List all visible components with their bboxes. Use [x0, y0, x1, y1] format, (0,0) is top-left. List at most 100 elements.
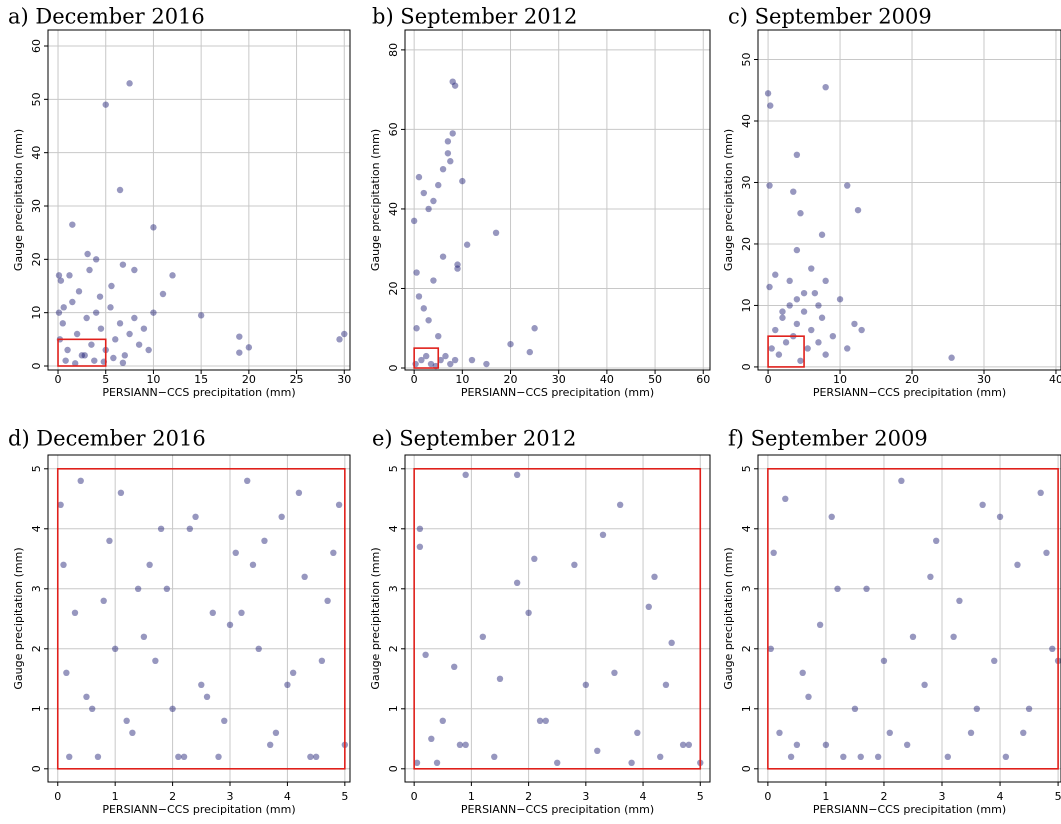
- plot-area: [410, 78, 538, 370]
- x-tick-label: 40: [600, 373, 614, 386]
- panel-title: e) September 2012: [372, 427, 576, 451]
- y-tick-label: 50: [740, 53, 753, 67]
- point: [335, 501, 343, 508]
- point: [463, 241, 471, 248]
- point: [140, 325, 148, 332]
- highlight-box: [57, 338, 107, 367]
- x-tick-label: 30: [977, 373, 991, 386]
- point: [468, 356, 476, 364]
- point: [159, 290, 167, 298]
- point: [822, 83, 829, 91]
- y-tick-label: 3: [387, 585, 400, 592]
- point: [449, 78, 456, 85]
- panel-title: d) December 2016: [8, 427, 206, 451]
- point: [59, 320, 66, 327]
- point: [863, 585, 870, 592]
- point: [1014, 561, 1021, 568]
- point: [799, 669, 806, 676]
- point: [97, 325, 105, 332]
- point: [786, 302, 793, 309]
- point: [874, 753, 882, 760]
- x-tick-label: 5: [1055, 790, 1061, 803]
- point: [903, 741, 911, 748]
- point: [420, 189, 427, 197]
- point: [531, 325, 538, 332]
- x-tick-label: 2: [525, 790, 532, 803]
- y-tick-label: 1: [30, 705, 43, 712]
- point: [668, 639, 675, 646]
- point: [991, 657, 998, 664]
- point: [797, 357, 804, 364]
- point: [244, 477, 251, 484]
- point: [611, 669, 618, 676]
- point: [66, 753, 73, 760]
- y-tick-label: 1: [740, 705, 753, 712]
- x-tick-label: 30: [337, 373, 351, 386]
- point: [662, 681, 670, 688]
- point: [950, 633, 957, 640]
- point: [459, 177, 466, 185]
- point: [94, 753, 102, 760]
- point: [88, 341, 95, 348]
- point: [119, 261, 127, 268]
- point: [416, 543, 424, 550]
- x-axis-label: PERSIANN−CCS precipitation (mm): [102, 386, 295, 399]
- point: [479, 633, 487, 640]
- point: [996, 513, 1004, 520]
- point: [536, 717, 544, 724]
- point: [454, 261, 461, 268]
- point: [107, 304, 114, 311]
- x-tick-label: 5: [697, 790, 704, 803]
- y-tick-label: 0: [30, 363, 43, 370]
- point: [435, 332, 442, 340]
- point: [844, 182, 851, 189]
- point: [451, 82, 459, 89]
- point: [60, 561, 67, 568]
- point: [616, 501, 624, 508]
- point: [96, 293, 104, 300]
- x-tick-label: 60: [696, 373, 710, 386]
- point: [330, 549, 337, 556]
- y-tick-label: 40: [740, 114, 753, 128]
- point: [1043, 549, 1050, 556]
- point: [71, 360, 79, 367]
- point: [782, 339, 790, 346]
- point: [442, 352, 449, 360]
- point: [63, 669, 70, 676]
- plot-area: [767, 467, 1061, 770]
- point: [594, 747, 601, 754]
- point: [816, 621, 824, 628]
- y-tick-label: 0: [740, 765, 753, 772]
- y-axis-label: Gauge precipitation (mm): [369, 129, 382, 271]
- point: [1025, 705, 1033, 712]
- point: [898, 477, 905, 484]
- point: [428, 735, 435, 742]
- y-axis-label: Gauge precipitation (mm): [12, 547, 25, 689]
- point: [336, 336, 343, 343]
- point: [851, 320, 858, 328]
- plot-area: [56, 467, 349, 770]
- y-tick-label: 40: [30, 146, 43, 160]
- plot-frame: [404, 29, 711, 371]
- y-tick-label: 0: [30, 765, 43, 772]
- y-tick-label: 1: [387, 705, 400, 712]
- point: [111, 645, 119, 652]
- plot-frame: [757, 454, 1061, 783]
- point: [818, 231, 826, 238]
- point: [425, 205, 432, 213]
- point: [318, 657, 326, 664]
- point: [451, 356, 459, 364]
- point: [60, 304, 67, 311]
- point: [921, 681, 928, 688]
- point: [507, 340, 514, 348]
- point: [768, 345, 775, 352]
- point: [57, 501, 64, 508]
- x-tick-label: 10: [146, 373, 160, 386]
- x-axis-label: PERSIANN−CCS precipitation (mm): [461, 386, 654, 399]
- point: [341, 330, 348, 338]
- x-tick-label: 1: [822, 790, 829, 803]
- x-tick-label: 3: [582, 790, 589, 803]
- point: [492, 229, 500, 237]
- point: [447, 158, 454, 165]
